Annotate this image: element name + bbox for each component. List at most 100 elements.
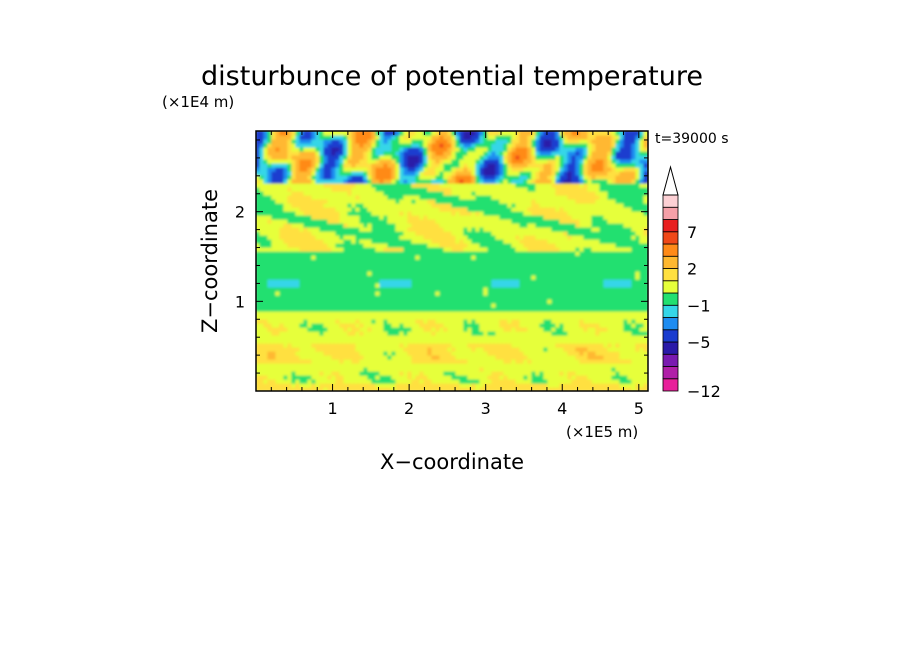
- heatmap-cell: [347, 354, 353, 360]
- heatmap-cell: [263, 290, 269, 296]
- heatmap-cell: [327, 346, 333, 352]
- heatmap-cell: [391, 202, 397, 208]
- heatmap-cell: [627, 374, 633, 380]
- heatmap-cell: [411, 190, 417, 196]
- heatmap-cell: [439, 346, 445, 352]
- heatmap-cell: [435, 222, 441, 228]
- heatmap-cell: [443, 314, 449, 320]
- heatmap-cell: [315, 370, 321, 376]
- heatmap-cell: [311, 262, 317, 268]
- heatmap-cell: [555, 226, 561, 232]
- heatmap-cell: [291, 254, 297, 260]
- heatmap-cell: [259, 278, 265, 284]
- heatmap-cell: [595, 226, 601, 232]
- heatmap-cell: [579, 190, 585, 196]
- heatmap-cell: [515, 310, 521, 316]
- heatmap-cell: [355, 382, 361, 388]
- heatmap-cell: [499, 362, 505, 368]
- heatmap-cell: [611, 250, 617, 256]
- heatmap-cell: [327, 378, 333, 384]
- heatmap-cell: [587, 190, 593, 196]
- heatmap-cell: [611, 354, 617, 360]
- heatmap-cell: [575, 218, 581, 224]
- heatmap-cell: [583, 202, 589, 208]
- heatmap-cell: [343, 314, 349, 320]
- heatmap-cell: [459, 350, 465, 356]
- heatmap-cell: [531, 362, 537, 368]
- heatmap-cell: [423, 386, 429, 391]
- heatmap-cell: [507, 234, 513, 240]
- heatmap-cell: [263, 286, 269, 292]
- heatmap-cell: [431, 374, 437, 380]
- heatmap-cell: [423, 278, 429, 284]
- heatmap-cell: [575, 374, 581, 380]
- heatmap-cell: [351, 386, 357, 391]
- heatmap-cell: [347, 242, 353, 248]
- heatmap-cell: [275, 298, 281, 304]
- heatmap-cell: [415, 326, 421, 332]
- heatmap-cell: [295, 190, 301, 196]
- heatmap-cell: [327, 298, 333, 304]
- heatmap-cell: [423, 230, 429, 236]
- heatmap-cell: [283, 282, 289, 288]
- heatmap-cell: [499, 306, 505, 312]
- heatmap-cell: [375, 254, 381, 260]
- heatmap-cell: [399, 274, 405, 280]
- heatmap-cell: [463, 318, 469, 324]
- heatmap-cell: [511, 330, 517, 336]
- heatmap-cell: [355, 298, 361, 304]
- heatmap-cell: [399, 242, 405, 248]
- heatmap-cell: [299, 366, 305, 372]
- heatmap-cell: [411, 218, 417, 224]
- heatmap-cell: [587, 346, 593, 352]
- heatmap-cell: [371, 230, 377, 236]
- heatmap-cell: [519, 318, 525, 324]
- heatmap-cell: [383, 266, 389, 272]
- heatmap-cell: [487, 370, 493, 376]
- heatmap-cell: [639, 334, 645, 340]
- heatmap-cell: [591, 378, 597, 384]
- heatmap-cell: [523, 370, 529, 376]
- heatmap-cell: [643, 342, 648, 348]
- heatmap-cell: [627, 186, 633, 192]
- heatmap-cell: [543, 286, 549, 292]
- heatmap-cell: [343, 370, 349, 376]
- heatmap-cell: [563, 346, 569, 352]
- heatmap-cell: [523, 198, 529, 204]
- heatmap-cell: [499, 222, 505, 228]
- heatmap-cell: [431, 354, 437, 360]
- heatmap-cell: [587, 250, 593, 256]
- heatmap-cell: [303, 202, 309, 208]
- heatmap-cell: [403, 326, 409, 332]
- heatmap-cell: [387, 234, 393, 240]
- heatmap-cell: [543, 354, 549, 360]
- heatmap-cell: [471, 270, 477, 276]
- heatmap-cell: [583, 218, 589, 224]
- heatmap-cell: [311, 382, 317, 388]
- heatmap-cell: [323, 330, 329, 336]
- heatmap-cell: [379, 218, 385, 224]
- heatmap-cell: [439, 190, 445, 196]
- heatmap-cell: [499, 326, 505, 332]
- heatmap-cell: [307, 386, 313, 391]
- heatmap-cell: [563, 242, 569, 248]
- heatmap-cell: [303, 226, 309, 232]
- heatmap-cell: [619, 306, 625, 312]
- heatmap-cell: [347, 234, 353, 240]
- heatmap-cell: [591, 358, 597, 364]
- heatmap-cell: [275, 386, 281, 391]
- heatmap-cell: [615, 262, 621, 268]
- heatmap-cell: [319, 382, 325, 388]
- heatmap-cell: [431, 194, 437, 200]
- heatmap-cell: [279, 370, 285, 376]
- heatmap-cell: [487, 262, 493, 268]
- heatmap-cell: [343, 190, 349, 196]
- heatmap-cell: [451, 242, 457, 248]
- heatmap-cell: [527, 294, 533, 300]
- heatmap-cell: [639, 238, 645, 244]
- heatmap-cell: [551, 338, 557, 344]
- heatmap-cell: [363, 306, 369, 312]
- heatmap-cell: [387, 354, 393, 360]
- heatmap-cell: [256, 190, 261, 196]
- heatmap-cell: [479, 346, 485, 352]
